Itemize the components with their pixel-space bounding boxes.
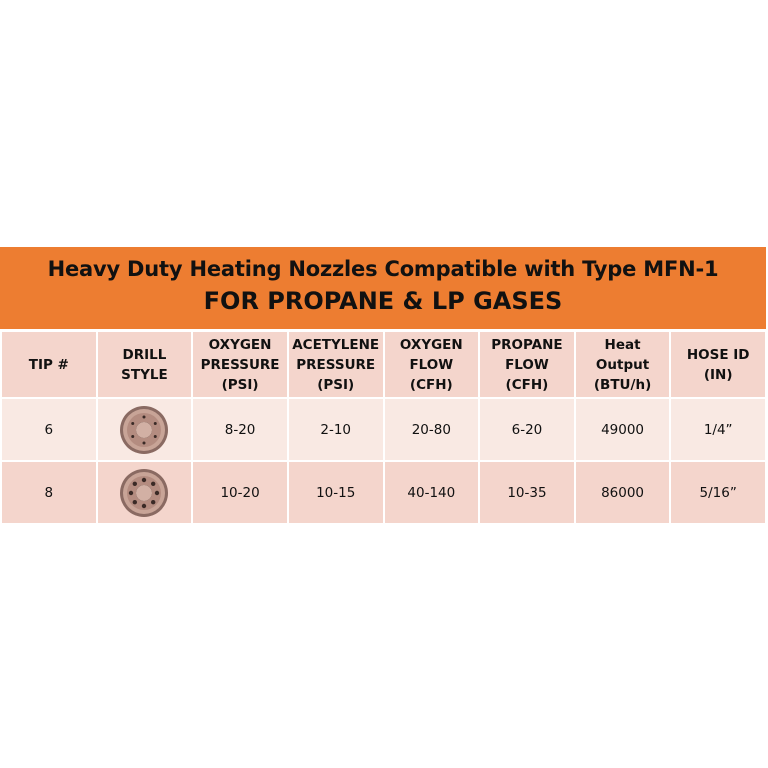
header-line: (BTU/h) [593,376,652,393]
header-line: PRESSURE [296,356,376,373]
nozzle-tip-icon [120,468,169,517]
cell-tip: 8 [0,460,98,525]
cell-acetylene-pressure: 2-10 [286,397,385,462]
header-line: HOSE ID [686,346,750,363]
header-row: TIP # DRILL STYLE OXYGEN PRESSURE (PSI) ACETYL… [0,330,767,399]
header-line: (CFH) [505,376,549,393]
header-oxygen-pressure: OXYGEN PRESSURE (PSI) [191,330,289,399]
nozzle-spec-table: TIP # DRILL STYLE OXYGEN PRESSURE (PSI) ACETYL… [0,330,767,525]
header-line: Output [595,356,650,373]
header-propane-flow: PROPANE FLOW (CFH) [478,330,576,399]
header-line: FLOW [505,356,549,373]
header-hose-id: HOSE ID (IN) [669,330,767,399]
title-line-1: Heavy Duty Heating Nozzles Compatible wi… [47,257,719,281]
cell-acetylene-pressure: 10-15 [286,460,385,525]
cell-hose-id: 5/16” [669,460,767,525]
cell-heat-output: 86000 [573,460,672,525]
header-line: Heat [604,336,641,353]
cell-tip: 6 [0,397,98,462]
cell-oxygen-pressure: 10-20 [191,460,289,525]
header-tip: TIP # [0,330,98,399]
header-line: (IN) [703,366,733,383]
header-line: PRESSURE [200,356,280,373]
table-row: 8 10-20 10-15 40-140 10-35 86000 5/16” [0,460,767,525]
header-line: FLOW [409,356,454,373]
header-line: (PSI) [221,376,259,393]
cell-oxygen-flow: 40-140 [382,460,481,525]
cell-heat-output: 49000 [573,397,672,462]
table-row: 6 8-20 2-10 20-80 6-20 49000 1/4” [0,397,767,462]
header-acetylene-pressure: ACETYLENE PRESSURE (PSI) [286,330,385,399]
drill-style-cell [95,397,194,462]
title-banner: Heavy Duty Heating Nozzles Compatible wi… [0,247,766,329]
header-heat-output: Heat Output (BTU/h) [573,330,672,399]
cell-propane-flow: 6-20 [478,397,576,462]
title-line-2: FOR PROPANE & LP GASES [203,287,563,315]
cell-oxygen-flow: 20-80 [382,397,481,462]
header-line: OXYGEN [208,336,272,353]
header-line: ACETYLENE [292,336,380,353]
header-oxygen-flow: OXYGEN FLOW (CFH) [382,330,481,399]
cell-oxygen-pressure: 8-20 [191,397,289,462]
header-line: STYLE [121,366,168,383]
header-line: PROPANE [491,336,563,353]
drill-style-cell [95,460,194,525]
header-line: (CFH) [409,376,453,393]
header-line: OXYGEN [399,336,463,353]
nozzle-tip-icon [120,405,169,454]
cell-hose-id: 1/4” [669,397,767,462]
header-line: (PSI) [317,376,355,393]
header-drill-style: DRILL STYLE [95,330,194,399]
cell-propane-flow: 10-35 [478,460,576,525]
header-line: TIP # [28,356,69,373]
header-line: DRILL [122,346,167,363]
